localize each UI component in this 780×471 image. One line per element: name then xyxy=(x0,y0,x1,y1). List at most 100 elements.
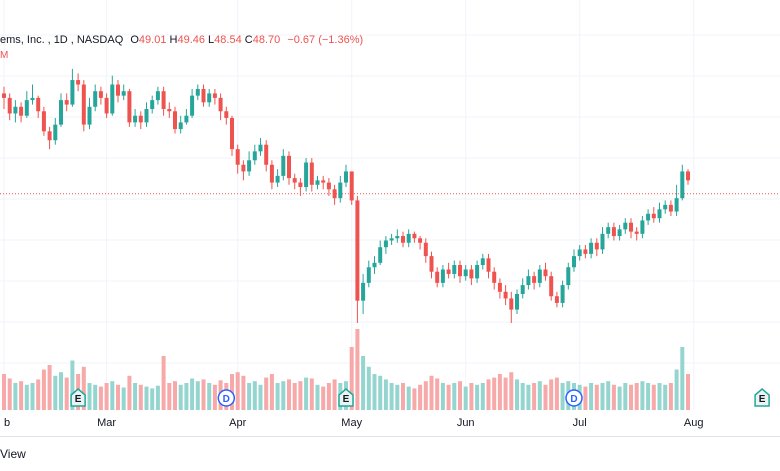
volume-bar xyxy=(207,383,212,410)
close-label: C xyxy=(244,34,253,46)
candle-body xyxy=(526,276,531,286)
candlestick-chart[interactable]: E D E D E b Mar Apr May Jun Jul Aug xyxy=(0,0,780,436)
candle-body xyxy=(161,91,166,110)
candle-body xyxy=(184,115,189,123)
volume-bar xyxy=(41,369,46,410)
volume-bar xyxy=(423,381,428,410)
volume-bar xyxy=(309,378,314,410)
x-tick-label: Apr xyxy=(229,417,246,429)
volume-bar xyxy=(372,374,377,410)
symbol-legend: ems, Inc., 1D, NASDAQ O49.01 H49.46 L48.54… xyxy=(0,34,364,46)
dividend-marker[interactable] xyxy=(217,389,236,407)
candle-body xyxy=(93,91,98,107)
candle-body xyxy=(680,171,685,199)
volume-bar xyxy=(606,381,611,410)
low-label: L xyxy=(208,34,215,46)
volume-bar xyxy=(378,375,383,410)
earnings-marker[interactable] xyxy=(70,388,86,407)
candle-body xyxy=(463,269,468,277)
x-tick-label: May xyxy=(341,417,362,429)
candle-body xyxy=(583,249,588,254)
volume-bar xyxy=(36,379,41,410)
volume-bar xyxy=(93,384,98,410)
volume-bar xyxy=(452,383,457,410)
earnings-marker[interactable] xyxy=(338,388,354,407)
candle-body xyxy=(98,91,103,98)
volume-bar xyxy=(366,366,371,410)
x-tick-label: Jul xyxy=(573,417,587,429)
candle-body xyxy=(59,100,63,125)
volume-bar xyxy=(64,377,69,410)
volume-bar xyxy=(401,383,405,410)
candle-body xyxy=(47,131,52,141)
high-label: H xyxy=(169,34,178,46)
candle-body xyxy=(640,220,645,234)
candle-body xyxy=(560,285,565,303)
volume-bar xyxy=(560,383,565,410)
candle-body xyxy=(572,256,576,268)
candle-body xyxy=(144,109,149,123)
volume-bar xyxy=(594,384,599,410)
candle-body xyxy=(298,182,303,188)
candle-body xyxy=(355,200,360,301)
volume-bar xyxy=(663,384,668,410)
volume-bar xyxy=(258,384,263,410)
volume-bar xyxy=(406,386,411,410)
volume-bar xyxy=(70,360,75,410)
candle-body xyxy=(207,93,212,103)
candle-body xyxy=(372,262,377,268)
candle-body xyxy=(657,209,662,219)
low-value: 48.54 xyxy=(214,34,242,46)
candle-body xyxy=(7,97,12,114)
volume-bar xyxy=(321,386,326,410)
volume-bar xyxy=(275,383,280,410)
candle-body xyxy=(150,100,155,110)
candle-body xyxy=(418,238,423,243)
candle-body xyxy=(515,294,519,310)
candle-body xyxy=(412,233,417,239)
volume-bar xyxy=(281,381,286,410)
volume-bar xyxy=(304,377,309,410)
candle-body xyxy=(554,296,559,303)
candle-body xyxy=(224,111,229,118)
candle-body xyxy=(127,91,132,123)
candle-body xyxy=(395,236,400,239)
candle-body xyxy=(76,80,81,85)
candle-body xyxy=(646,213,651,221)
candle-body xyxy=(190,95,195,116)
volume-bar xyxy=(355,329,360,410)
volume-bar xyxy=(429,375,434,410)
price-change: −0.67 (−1.36%) xyxy=(287,34,364,46)
candle-body xyxy=(24,100,29,116)
volume-bar xyxy=(611,384,616,410)
candle-body xyxy=(423,242,428,257)
candle-body xyxy=(230,117,234,150)
volume-bar xyxy=(651,384,656,410)
volume-bar xyxy=(98,386,103,410)
dividend-marker[interactable] xyxy=(565,389,583,407)
earnings-marker-label: E xyxy=(759,394,766,405)
volume-bar xyxy=(24,384,29,410)
interval: 1D xyxy=(53,34,68,46)
volume-bar xyxy=(173,381,177,410)
earnings-marker[interactable] xyxy=(754,388,770,407)
volume-bar xyxy=(127,375,132,410)
candle-body xyxy=(321,180,326,183)
candle-body xyxy=(668,204,673,212)
earnings-marker-label: E xyxy=(343,394,350,405)
volume-bar xyxy=(195,381,200,410)
volume-bar xyxy=(19,381,24,410)
candle-body xyxy=(383,240,388,248)
candle-body xyxy=(503,291,508,299)
volume-bar xyxy=(110,381,115,410)
volume-bar xyxy=(515,379,519,410)
volume-bar xyxy=(81,366,86,410)
volume-bar xyxy=(389,383,394,410)
candle-body xyxy=(589,242,594,254)
volume-bar xyxy=(167,383,172,410)
footer-link[interactable]: View xyxy=(0,447,26,461)
candle-body xyxy=(287,155,291,179)
candle-body xyxy=(309,162,314,185)
